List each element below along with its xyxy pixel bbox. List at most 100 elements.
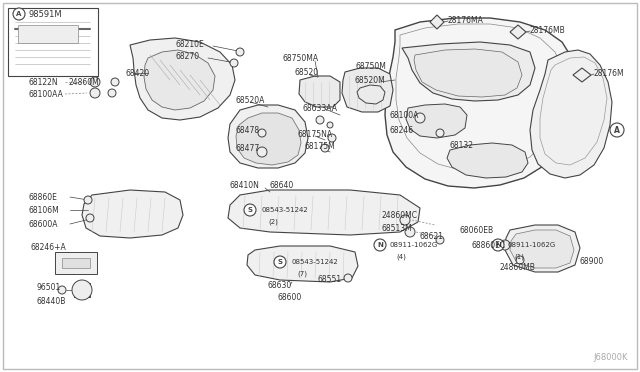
Text: (2): (2) [268,219,278,225]
Text: 08911-1062G: 08911-1062G [390,242,438,248]
Text: 68630: 68630 [268,280,292,289]
Polygon shape [573,68,591,82]
Circle shape [72,280,92,300]
Text: A: A [614,125,620,135]
Circle shape [374,239,386,251]
Circle shape [405,227,415,237]
Circle shape [244,204,256,216]
Circle shape [90,77,100,87]
Text: 68520: 68520 [295,67,319,77]
Text: 68633AA: 68633AA [303,103,338,112]
Bar [55,252,97,274]
Circle shape [230,59,238,67]
Text: 68860EC: 68860EC [472,241,506,250]
Polygon shape [430,15,444,29]
Text: N: N [495,242,501,248]
Polygon shape [510,230,574,268]
Text: 28176MB: 28176MB [530,26,566,35]
Text: N: N [377,242,383,248]
Bar [8,8,98,76]
Circle shape [327,122,333,128]
Text: J68000K: J68000K [593,353,628,362]
Text: 68420: 68420 [125,68,149,77]
Circle shape [257,147,267,157]
Text: 68175NA: 68175NA [298,129,333,138]
Text: 28176M: 28176M [594,68,625,77]
Circle shape [610,123,624,137]
Circle shape [274,256,286,268]
Circle shape [84,196,92,204]
Text: 68060EB: 68060EB [460,225,494,234]
Circle shape [415,113,425,123]
Text: 68410N: 68410N [230,180,260,189]
Text: 68600A: 68600A [28,219,58,228]
Polygon shape [510,25,526,39]
Circle shape [13,8,25,20]
Text: 68520A: 68520A [235,96,264,105]
Text: (7): (7) [297,271,307,277]
Bar [62,258,90,268]
Circle shape [258,129,266,137]
Text: 68246: 68246 [390,125,414,135]
Polygon shape [342,68,393,112]
Text: 68750MA: 68750MA [283,54,319,62]
Text: 68175M: 68175M [305,141,336,151]
Circle shape [111,78,119,86]
Polygon shape [236,113,301,165]
Polygon shape [406,104,467,138]
Text: S: S [248,207,253,213]
Text: S: S [278,259,282,265]
Circle shape [236,48,244,56]
Circle shape [90,88,100,98]
Text: 68100A: 68100A [390,110,419,119]
Circle shape [436,129,444,137]
Polygon shape [385,18,576,188]
Text: 68100AA: 68100AA [28,90,63,99]
Circle shape [108,89,116,97]
Circle shape [86,214,94,222]
Circle shape [516,256,524,264]
Bar [74,283,90,297]
Text: 24860MC: 24860MC [382,211,418,219]
Polygon shape [505,225,580,272]
Text: 68132: 68132 [450,141,474,150]
Text: 68520M: 68520M [355,76,386,84]
Text: 08911-1062G: 08911-1062G [508,242,556,248]
Circle shape [436,236,444,244]
Text: 68270: 68270 [175,51,199,61]
Text: (1): (1) [514,254,524,260]
Circle shape [328,134,336,142]
Polygon shape [247,246,358,282]
Text: 98591M: 98591M [28,10,61,19]
Text: 68600: 68600 [278,294,302,302]
Polygon shape [357,85,385,104]
Text: 68122N: 68122N [28,77,58,87]
Text: 96501: 96501 [36,283,60,292]
Text: 68621: 68621 [420,231,444,241]
Text: 08543-51242: 08543-51242 [262,207,308,213]
Text: 68900: 68900 [580,257,604,266]
Polygon shape [447,143,528,178]
Text: 24860M: 24860M [68,77,99,87]
Text: 68210E: 68210E [175,39,204,48]
Polygon shape [402,42,535,101]
Text: 68750M: 68750M [356,61,387,71]
Polygon shape [414,49,522,97]
Circle shape [316,116,324,124]
Text: 08543-51242: 08543-51242 [292,259,339,265]
Polygon shape [228,105,308,168]
Circle shape [492,239,504,251]
Polygon shape [82,190,183,238]
Bar [18,25,78,43]
Text: 68246+A: 68246+A [30,244,66,253]
Polygon shape [299,76,340,107]
Circle shape [321,144,329,152]
Text: 68440B: 68440B [36,298,65,307]
Text: 68477: 68477 [235,144,259,153]
Text: 68860E: 68860E [28,192,57,202]
Text: 24860MB: 24860MB [500,263,536,273]
Circle shape [58,286,66,294]
Polygon shape [130,38,235,120]
Text: 68106M: 68106M [28,205,59,215]
Text: 68478: 68478 [235,125,259,135]
